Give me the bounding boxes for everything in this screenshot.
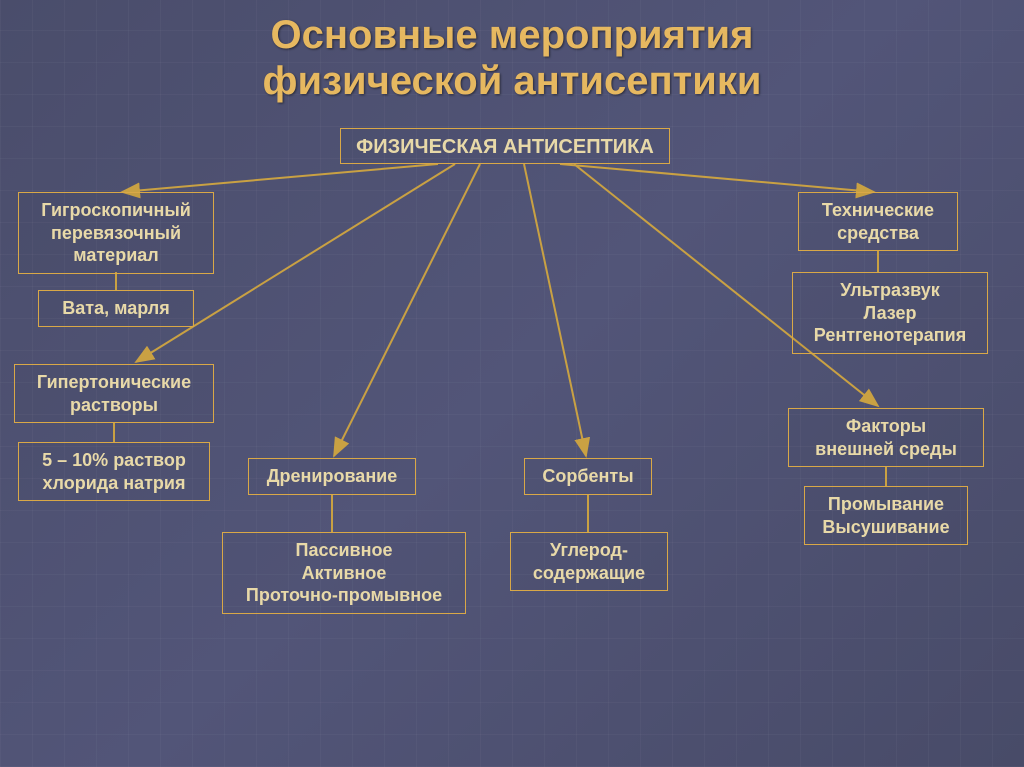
title-line1: Основные мероприятия: [271, 13, 754, 57]
node-hyper: Гипертоническиерастворы: [14, 364, 214, 423]
node-vata: Вата, марля: [38, 290, 194, 327]
node-hygro: Гигроскопичныйперевязочныйматериал: [18, 192, 214, 274]
node-sorb: Сорбенты: [524, 458, 652, 495]
node-env_sub: ПромываниеВысушивание: [804, 486, 968, 545]
node-tech: Техническиесредства: [798, 192, 958, 251]
title-line2: физической антисептики: [263, 59, 762, 103]
node-nacl: 5 – 10% растворхлорида натрия: [18, 442, 210, 501]
node-tech_sub: УльтразвукЛазерРентгенотерапия: [792, 272, 988, 354]
node-dren: Дренирование: [248, 458, 416, 495]
node-sorb_sub: Углерод-содержащие: [510, 532, 668, 591]
slide-title: Основные мероприятия физической антисепт…: [0, 0, 1024, 104]
node-dren_sub: ПассивноеАктивноеПроточно-промывное: [222, 532, 466, 614]
root-node: ФИЗИЧЕСКАЯ АНТИСЕПТИКА: [340, 128, 670, 164]
node-env: Факторывнешней среды: [788, 408, 984, 467]
